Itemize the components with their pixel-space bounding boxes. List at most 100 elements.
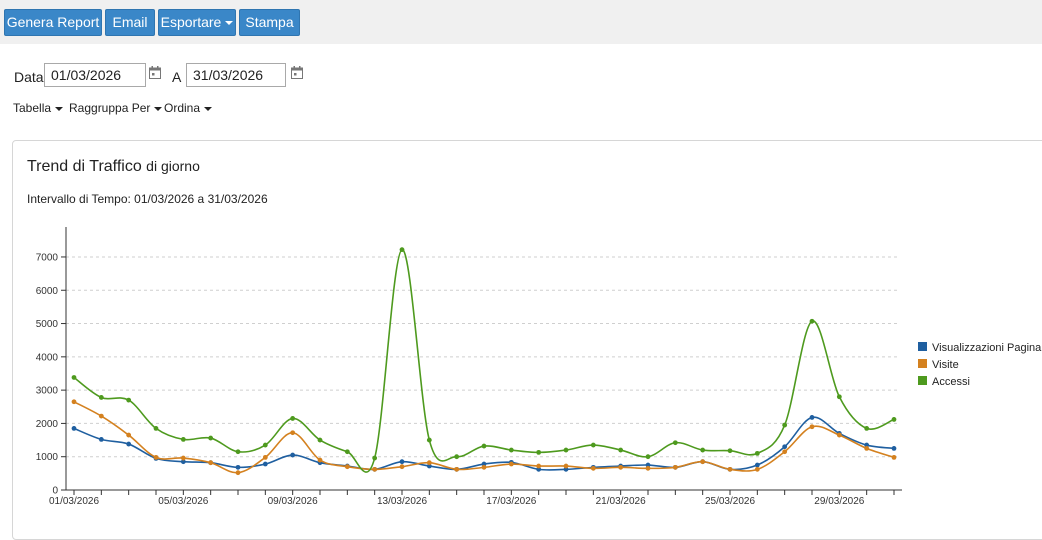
data-point [372, 455, 378, 461]
traffic-chart: 0 1000 2000 3000 4000 5000 6000 7000 01/03/2026 0… [36, 227, 1042, 507]
data-point [672, 464, 678, 470]
to-date-input[interactable] [186, 63, 286, 87]
data-point [563, 463, 569, 469]
data-point [563, 447, 569, 453]
y-tick-label: 5000 [36, 319, 59, 330]
data-point [126, 441, 132, 447]
data-point [481, 443, 487, 449]
data-point [98, 436, 104, 442]
data-point [754, 466, 760, 472]
panel-title-text: Trend di Traffico [27, 158, 142, 175]
panel-title-suffix: di giorno [146, 158, 200, 174]
x-tick-label: 29/03/2026 [814, 496, 864, 507]
export-label: Esportare [160, 14, 222, 30]
export-dropdown-button[interactable]: Esportare [158, 9, 236, 36]
data-point [454, 454, 460, 460]
group-by-dropdown[interactable]: Raggruppa Per [69, 101, 163, 115]
series-2 [71, 399, 897, 476]
y-tick-label: 6000 [36, 286, 59, 297]
data-point [508, 447, 514, 453]
data-point [344, 449, 350, 455]
data-point [454, 466, 460, 472]
x-tick-label: 01/03/2026 [49, 496, 99, 507]
data-point [235, 464, 241, 470]
data-point [290, 416, 296, 421]
data-point [126, 397, 132, 403]
data-point [864, 445, 870, 451]
data-point [891, 445, 897, 451]
group-by-dropdown-label: Raggruppa Per [69, 101, 151, 115]
email-button[interactable]: Email [105, 9, 155, 36]
data-point [426, 460, 432, 466]
legend-swatch [918, 376, 927, 385]
x-tick-label: 25/03/2026 [705, 496, 755, 507]
calendar-icon[interactable] [291, 66, 303, 79]
data-point [809, 318, 815, 324]
data-point [153, 454, 159, 460]
data-point [317, 457, 323, 463]
x-tick-label: 13/03/2026 [377, 496, 427, 507]
legend-swatch [918, 359, 927, 368]
data-point [536, 466, 542, 472]
data-point [508, 461, 514, 467]
table-dropdown[interactable]: Tabella [13, 101, 64, 115]
data-point [727, 466, 733, 472]
print-button[interactable]: Stampa [239, 9, 300, 36]
sort-dropdown[interactable]: Ordina [164, 101, 213, 115]
data-point [98, 413, 104, 419]
series-line [73, 248, 895, 473]
panel-title: Trend di Traffico di giorno [27, 158, 200, 176]
data-point [754, 450, 760, 456]
data-point [262, 454, 268, 460]
data-point [700, 447, 706, 453]
data-point [782, 444, 788, 450]
data-point [180, 436, 186, 442]
data-point [208, 435, 214, 441]
data-point [262, 442, 268, 448]
panel-interval: Intervallo di Tempo: 01/03/2026 a 31/03/… [27, 192, 268, 206]
data-point [426, 437, 432, 443]
legend-label: Visualizzazioni Pagina [932, 342, 1042, 354]
data-point [180, 459, 186, 465]
x-tick-label: 17/03/2026 [486, 496, 536, 507]
data-point [290, 452, 296, 458]
data-point [153, 426, 159, 431]
calendar-icon[interactable] [149, 66, 161, 79]
from-date-input[interactable] [44, 63, 146, 87]
data-point [809, 424, 815, 430]
data-point [317, 437, 323, 443]
data-point [180, 455, 186, 461]
caret-down-icon [154, 106, 163, 111]
generate-report-label: Genera Report [6, 14, 100, 30]
caret-down-icon [204, 106, 213, 111]
data-point [208, 460, 214, 466]
data-point [481, 464, 487, 470]
data-point [71, 399, 77, 405]
data-point [672, 440, 678, 446]
data-point [645, 465, 651, 471]
toolbar: Genera Report Email Esportare Stampa [0, 0, 1042, 44]
to-label: A [172, 69, 182, 85]
caret-down-icon [55, 106, 64, 111]
legend-label: Accessi [932, 376, 970, 388]
data-point [864, 426, 870, 431]
data-point [536, 463, 542, 469]
data-point [399, 464, 405, 470]
data-point [727, 448, 733, 454]
data-point [290, 430, 296, 436]
data-point [262, 461, 268, 467]
data-point [891, 417, 897, 422]
data-point [71, 375, 77, 380]
data-point [235, 449, 241, 455]
data-point [645, 462, 651, 468]
x-tick-label: 09/03/2026 [268, 496, 318, 507]
data-point [235, 470, 241, 476]
caret-down-icon [225, 21, 234, 26]
data-point [344, 464, 350, 470]
table-dropdown-label: Tabella [13, 101, 52, 115]
x-tick-label: 21/03/2026 [596, 496, 646, 507]
data-point [700, 459, 706, 465]
email-label: Email [112, 14, 148, 30]
data-point [590, 442, 596, 448]
generate-report-button[interactable]: Genera Report [4, 9, 102, 36]
